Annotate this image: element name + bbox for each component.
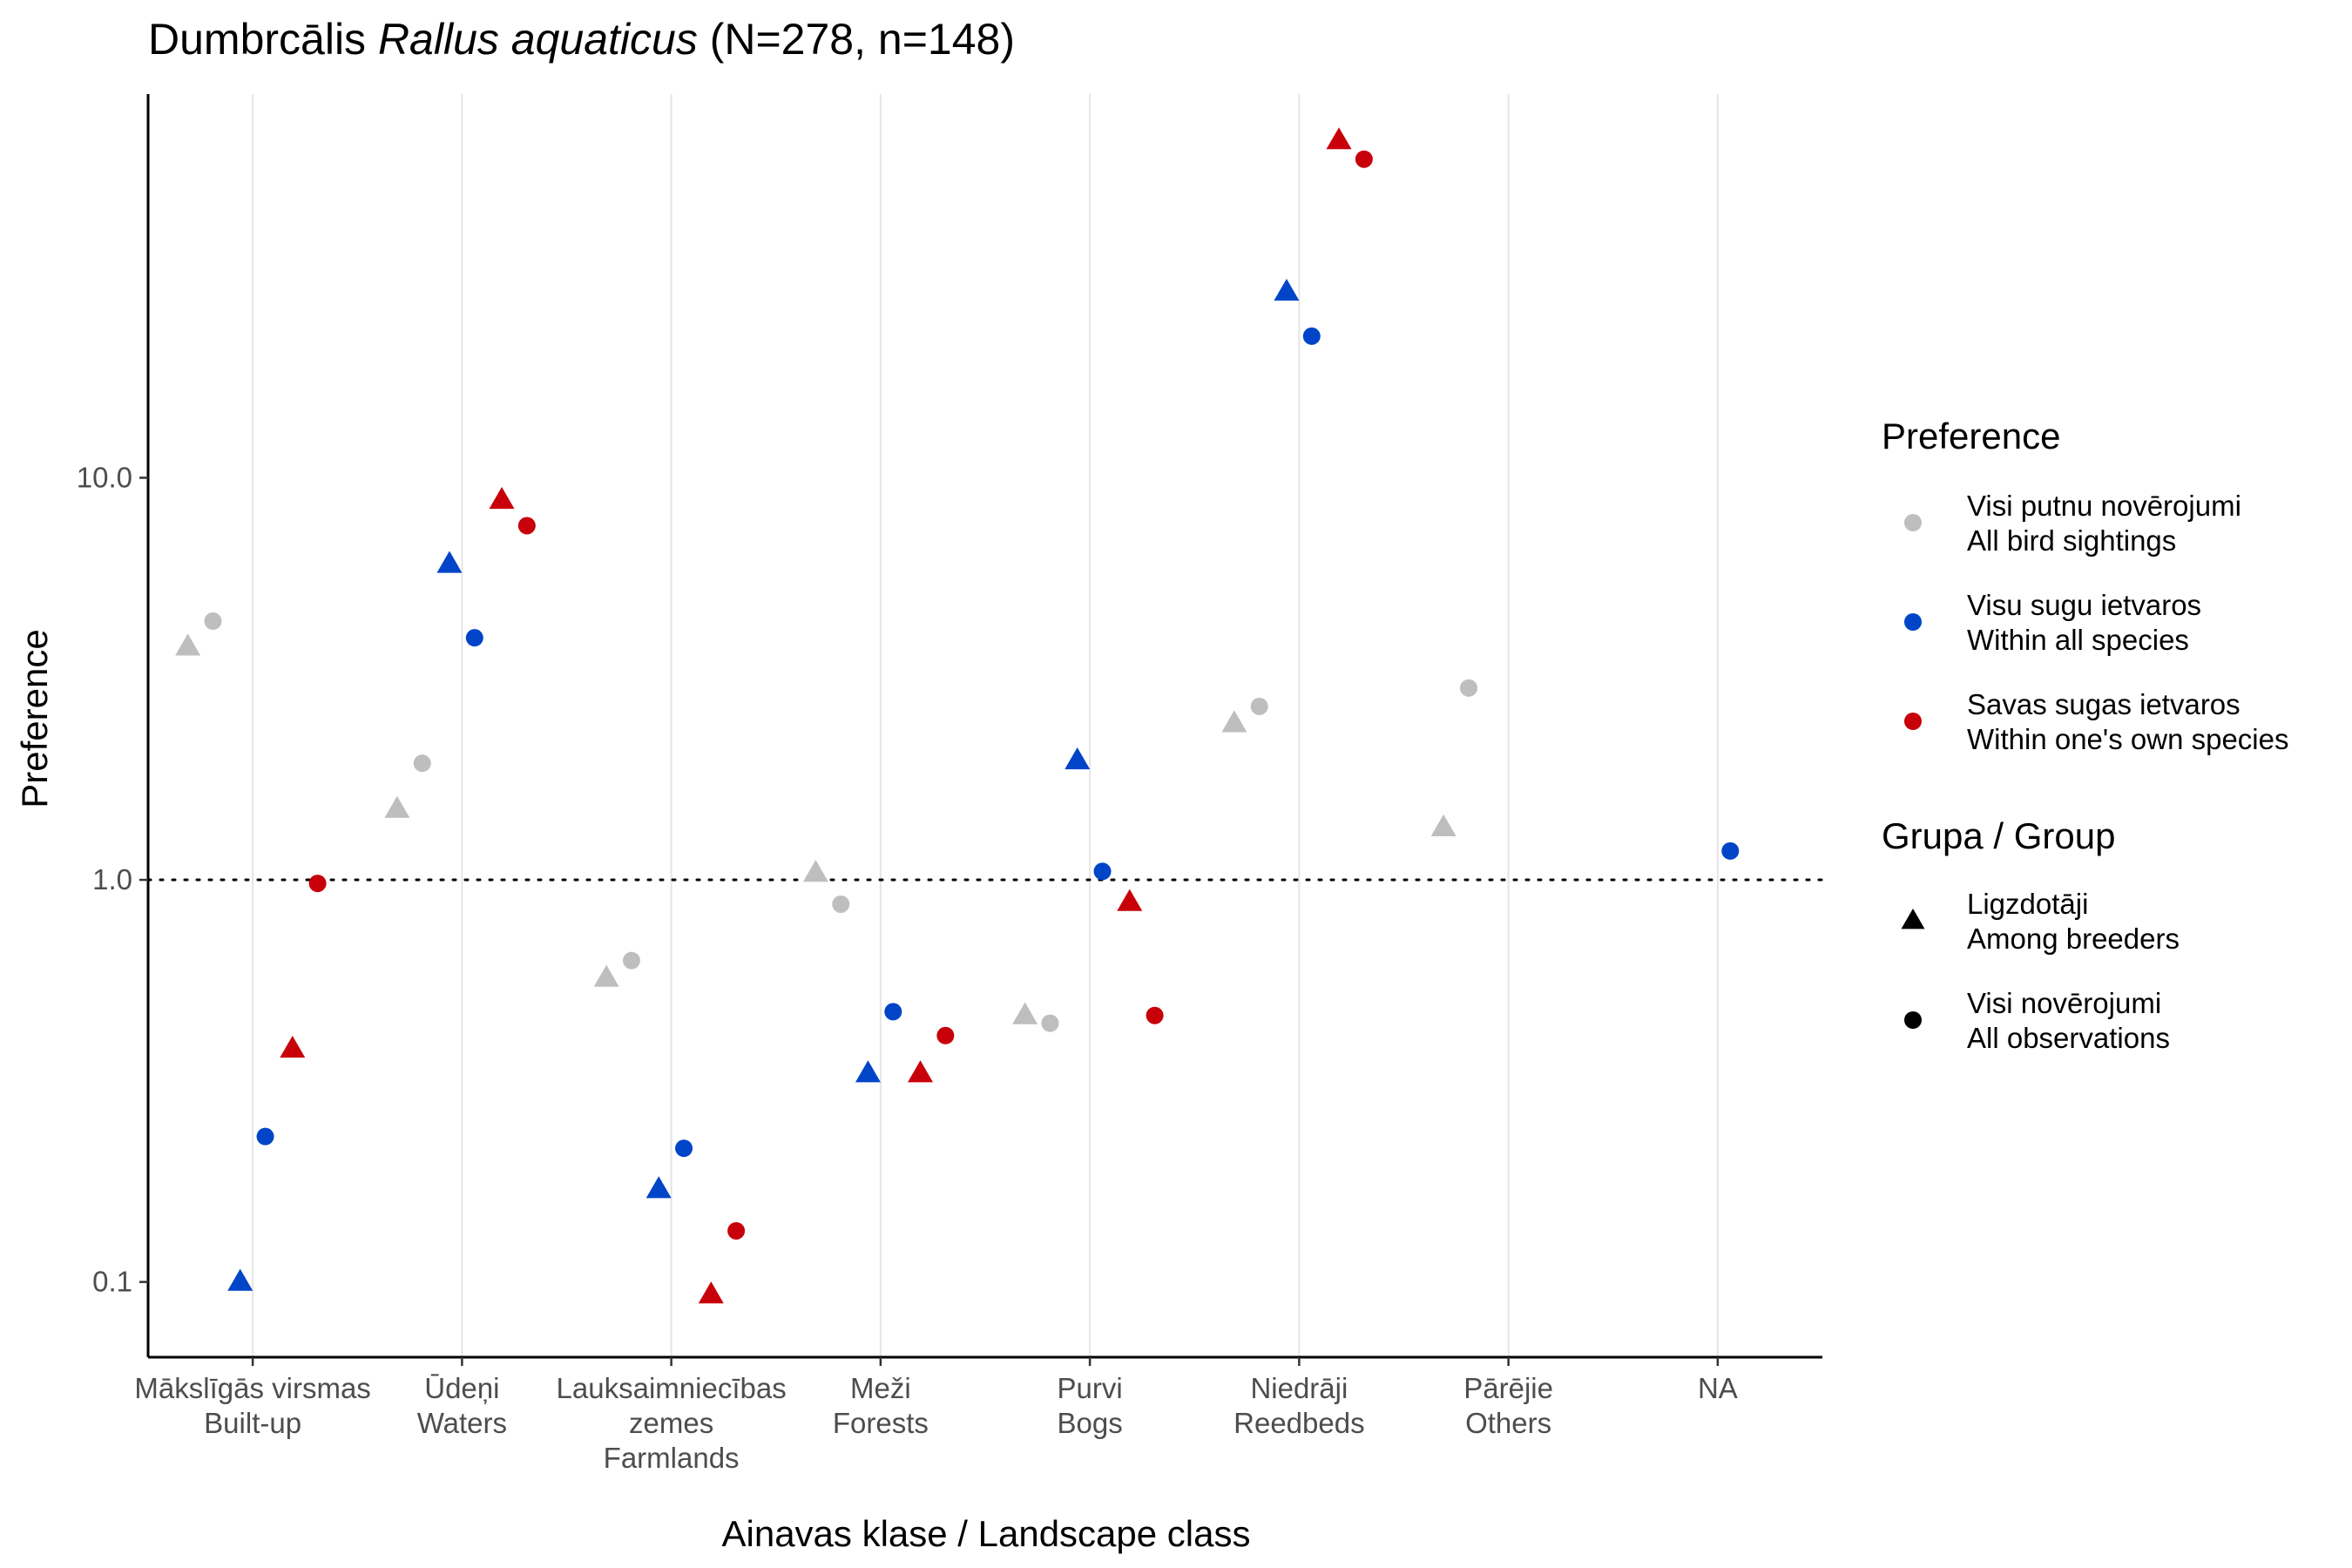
point-all_species-forests-breeders <box>855 1060 881 1083</box>
point-all_species-builtup-all <box>256 1127 274 1146</box>
legend-key-all_species <box>1904 613 1922 631</box>
x-tick-label-others: Others <box>1465 1407 1551 1439</box>
legend-key-all_birds <box>1904 514 1922 531</box>
point-own_species-builtup-breeders <box>280 1035 306 1058</box>
y-tick-labels: 0.1 1.0 10.0 <box>77 461 132 1297</box>
point-all_birds-farmlands-all <box>622 951 640 970</box>
data-points <box>175 127 1740 1304</box>
point-all_birds-reedbeds-breeders <box>1221 710 1247 733</box>
y-axis-title: Preference <box>14 629 55 808</box>
y-tick-label: 0.1 <box>92 1266 132 1298</box>
legend-label-all_species: Within all species <box>1967 624 2189 656</box>
point-all_species-bogs-breeders <box>1064 747 1091 770</box>
x-tick-label-farmlands: Farmlands <box>604 1442 740 1474</box>
point-all_birds-bogs-all <box>1041 1014 1059 1032</box>
point-all_species-waters-breeders <box>436 551 463 573</box>
x-tick-label-forests: Meži <box>850 1372 911 1404</box>
point-all_species-bogs-all <box>1093 862 1112 881</box>
point-all_birds-farmlands-breeders <box>593 964 619 987</box>
point-own_species-farmlands-all <box>727 1221 746 1240</box>
chart-title: Dumbrcālis Rallus aquaticus (N=278, n=14… <box>148 15 1015 64</box>
chart-title-species: Rallus aquaticus <box>378 15 698 64</box>
point-all_species-reedbeds-breeders <box>1274 278 1300 301</box>
point-all_birds-waters-breeders <box>384 795 410 818</box>
x-axis-title: Ainavas klase / Landscape class <box>721 1513 1250 1554</box>
x-tick-label-farmlands: Lauksaimniecības <box>557 1372 787 1404</box>
x-tick-label-bogs: Purvi <box>1058 1372 1123 1404</box>
x-tick-label-farmlands: zemes <box>629 1407 713 1439</box>
x-tick-label-bogs: Bogs <box>1058 1407 1123 1439</box>
point-all_species-na-all <box>1721 841 1740 860</box>
x-tick-label-builtup: Mākslīgās virsmas <box>134 1372 370 1404</box>
legend-label-all: All observations <box>1967 1022 2170 1054</box>
legend-key-all <box>1904 1011 1922 1029</box>
legend-key-own_species <box>1904 713 1922 730</box>
point-all_species-forests-all <box>884 1003 902 1021</box>
point-own_species-forests-all <box>936 1026 955 1044</box>
point-all_species-builtup-breeders <box>227 1268 253 1291</box>
x-tick-label-forests: Forests <box>833 1407 929 1439</box>
y-tick-label: 1.0 <box>92 863 132 896</box>
point-own_species-builtup-all <box>308 875 327 893</box>
legend-label-all_birds: All bird sightings <box>1967 524 2176 557</box>
point-own_species-bogs-breeders <box>1117 889 1143 911</box>
legend-label-own_species: Savas sugas ietvaros <box>1967 688 2240 720</box>
y-tick-label: 10.0 <box>77 461 132 493</box>
x-tick-label-reedbeds: Reedbeds <box>1233 1407 1364 1439</box>
point-all_birds-others-all <box>1459 679 1477 697</box>
point-all_birds-forests-breeders <box>802 860 828 882</box>
point-all_birds-waters-all <box>413 754 431 773</box>
point-all_birds-others-breeders <box>1430 814 1456 836</box>
point-own_species-forests-breeders <box>908 1060 934 1083</box>
point-all_birds-forests-all <box>832 895 850 913</box>
point-own_species-farmlands-breeders <box>698 1281 724 1304</box>
legend-label-all: Visi novērojumi <box>1967 987 2161 1019</box>
axes <box>139 94 1822 1366</box>
point-all_birds-builtup-all <box>204 612 222 631</box>
point-all_birds-bogs-breeders <box>1012 1002 1038 1024</box>
legend-label-all_species: Visu sugu ietvaros <box>1967 589 2201 621</box>
x-tick-label-reedbeds: Niedrāji <box>1250 1372 1348 1404</box>
point-all_species-waters-all <box>465 629 483 647</box>
x-tick-label-na: NA <box>1698 1372 1738 1404</box>
x-tick-label-others: Pārējie <box>1463 1372 1553 1404</box>
chart-title-prefix: Dumbrcālis <box>148 15 378 64</box>
point-all_birds-builtup-breeders <box>175 633 201 656</box>
grid-lines <box>252 94 1719 1357</box>
point-own_species-reedbeds-breeders <box>1326 127 1352 150</box>
point-all_species-farmlands-breeders <box>645 1176 672 1199</box>
legend-label-breeders: Ligzdotāji <box>1967 888 2088 920</box>
legend-label-own_species: Within one's own species <box>1967 723 2288 755</box>
point-all_species-reedbeds-all <box>1302 327 1321 345</box>
point-own_species-waters-all <box>517 517 536 535</box>
legend-title-preference: Preference <box>1882 416 2060 456</box>
point-all_species-farmlands-all <box>675 1139 693 1158</box>
point-own_species-bogs-all <box>1146 1006 1164 1024</box>
point-own_species-waters-breeders <box>489 487 515 510</box>
chart-title-suffix: (N=278, n=148) <box>698 15 1015 64</box>
point-own_species-reedbeds-all <box>1355 150 1373 168</box>
x-tick-label-waters: Waters <box>417 1407 507 1439</box>
legend-title-group: Grupa / Group <box>1882 815 2115 856</box>
x-tick-label-waters: Ūdeņi <box>424 1372 499 1404</box>
legend-key-breeders <box>1901 908 1925 929</box>
point-all_birds-reedbeds-all <box>1250 697 1268 715</box>
x-tick-label-builtup: Built-up <box>204 1407 301 1439</box>
legend-label-breeders: Among breeders <box>1967 923 2180 955</box>
legend-label-all_birds: Visi putnu novērojumi <box>1967 490 2241 522</box>
